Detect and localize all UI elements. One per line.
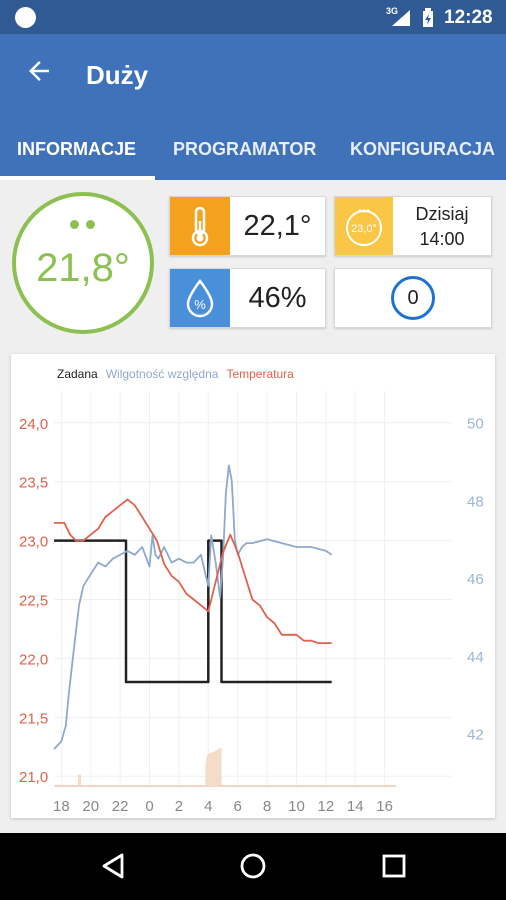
status-dot [70,220,79,229]
counter-badge: 0 [391,276,435,320]
page-title: Duży [86,60,149,90]
legend-2: Wilgotność względna [106,367,219,381]
navigation-bar [0,833,506,900]
y-right-tick-label: 42 [467,727,484,744]
back-arrow-icon[interactable] [24,56,54,86]
app-bar: Duży [0,34,506,118]
y-left-tick-label: 21,5 [19,710,48,727]
y-left-tick-label: 22,5 [19,593,48,610]
y-left-tick-label: 21,0 [19,769,48,786]
thermometer-icon [170,197,230,255]
series-3-line [54,498,332,644]
room-temperature-value: 22,1° [243,210,312,242]
x-tick-label: 18 [53,798,70,815]
status-dot [86,220,95,229]
nav-home-icon[interactable] [238,851,268,881]
y-left-tick-label: 22,0 [19,651,48,668]
x-tick-label: 12 [318,798,335,815]
tab-programator[interactable]: PROGRAMATOR [173,139,317,159]
y-left-tick-label: 24,0 [19,416,48,433]
x-tick-label: 16 [376,798,393,815]
nav-recents-icon[interactable] [380,852,408,880]
y-right-tick-label: 44 [467,649,484,666]
signal-icon [392,10,410,26]
room-temperature-tile[interactable]: 22,1° [169,196,326,256]
humidity-tile[interactable]: % 46% [169,268,326,328]
schedule-time: 14:00 [419,229,465,249]
notification-icon [15,7,36,28]
humidity-percent-glyph: % [194,297,206,312]
series-2-line [53,464,333,750]
clock: 12:28 [444,7,493,28]
x-tick-label: 22 [112,798,129,815]
x-tick-label: 6 [234,798,242,815]
y-left-tick-label: 23,5 [19,475,48,492]
legend-3: Temperatura [226,367,294,381]
schedule-tile[interactable]: 23,0° Dzisiaj 14:00 [334,196,492,256]
schedule-badge-temp: 23,0° [351,223,377,235]
y-left-tick-label: 23,0 [19,534,48,551]
activity-area [205,748,222,786]
tab-indicator [0,176,155,180]
x-tick-label: 10 [288,798,305,815]
schedule-day: Dzisiaj [415,204,469,224]
x-tick-label: 2 [175,798,183,815]
x-tick-label: 20 [82,798,99,815]
legend-1: Zadana [57,367,98,381]
schedule-icon: 23,0° [335,197,393,255]
tab-bar: INFORMACJE PROGRAMATOR KONFIGURACJA [0,118,506,180]
nav-back-icon[interactable] [100,852,128,880]
counter-tile[interactable]: 0 [334,268,492,328]
network-type: 3G [386,6,399,16]
y-right-tick-label: 46 [467,571,484,588]
humidity-value: 46% [248,282,307,314]
x-tick-label: 4 [204,798,212,815]
status-bar: 3G 12:28 [0,0,506,34]
current-temperature-dial[interactable]: 21,8° [12,192,154,334]
y-right-tick-label: 50 [467,416,484,433]
x-tick-label: 0 [145,798,153,815]
tab-informacje[interactable]: INFORMACJE [17,139,137,159]
humidity-drop-icon: % [170,269,230,327]
battery-icon [423,8,433,27]
current-temperature: 21,8° [36,246,130,290]
y-right-tick-label: 48 [467,493,484,510]
activity-bar [77,774,81,786]
tab-konfiguracja[interactable]: KONFIGURACJA [350,139,496,159]
x-tick-label: 14 [347,798,364,815]
history-chart-card: Zadana Wilgotność względna Temperatura 18 20… [11,354,495,818]
x-tick-label: 8 [263,798,271,815]
